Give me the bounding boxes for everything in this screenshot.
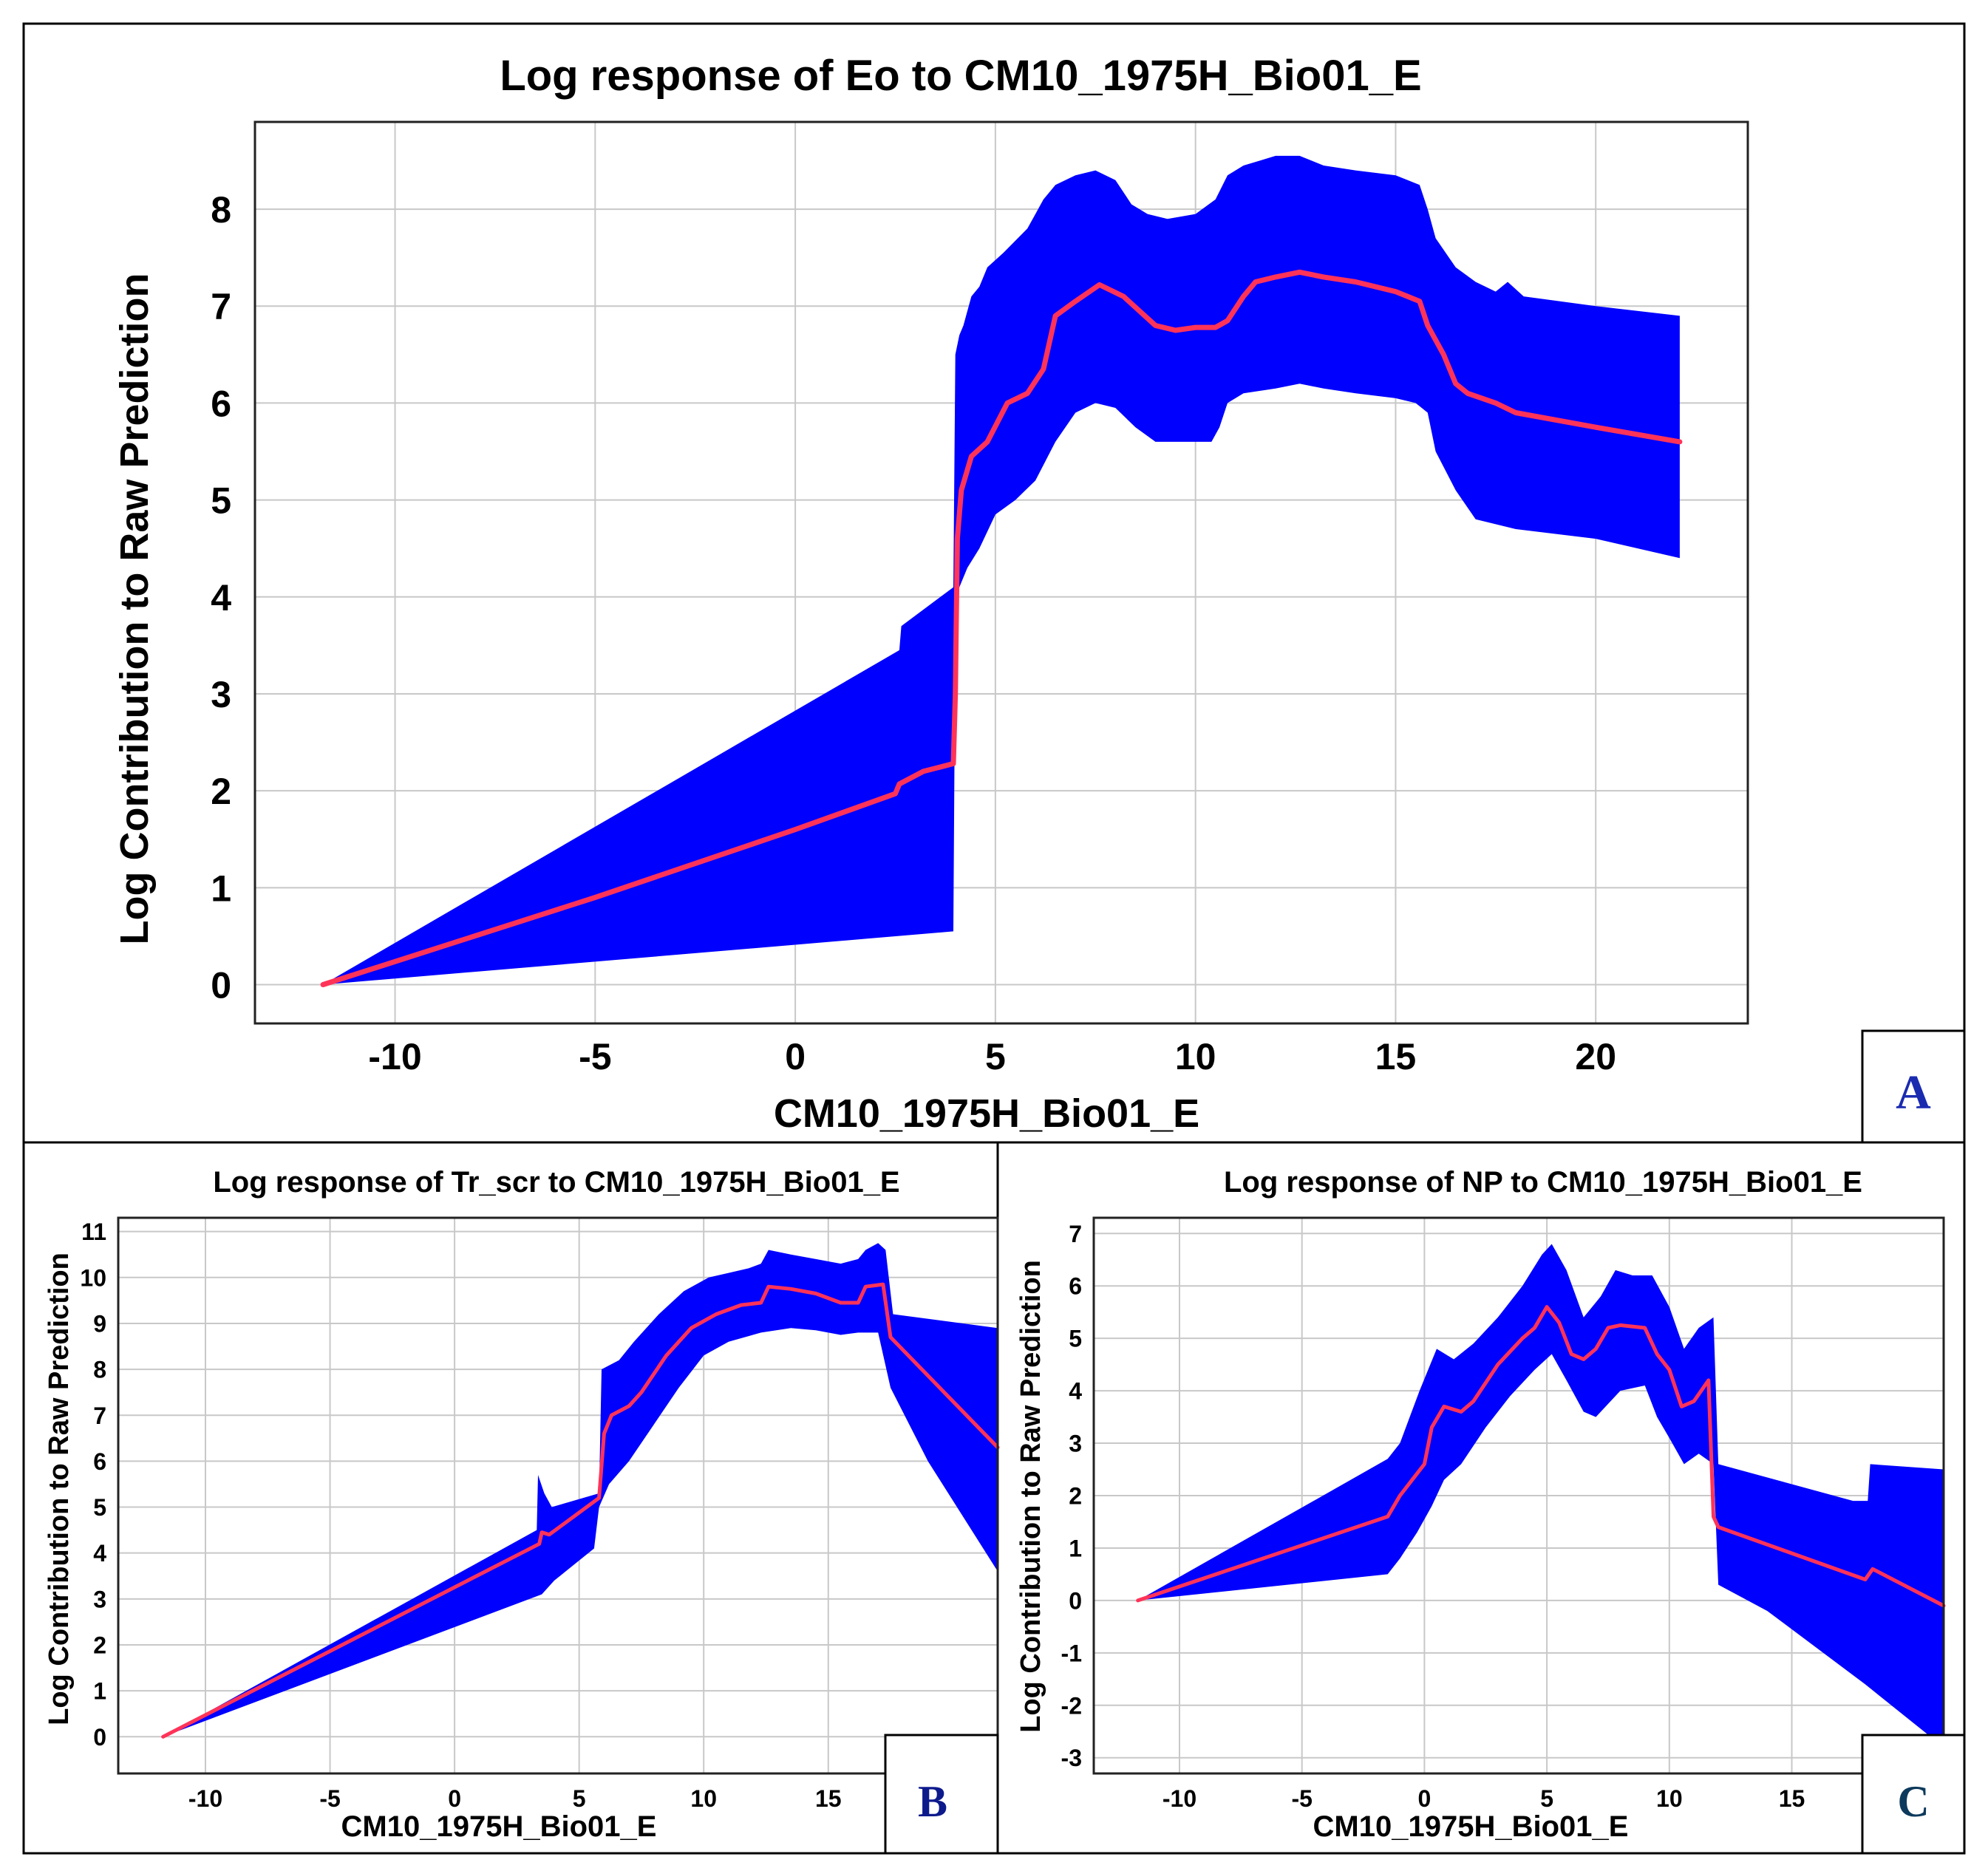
panel-b-xtick-label: 10 (690, 1785, 717, 1812)
panel-b-ytick-label: 3 (93, 1586, 106, 1612)
panel-c-xtick-label: 0 (1418, 1785, 1432, 1812)
panel-a-xtick-label: -10 (368, 1036, 421, 1077)
panel-c-label-box (1861, 1734, 1966, 1855)
panel-a-ytick-label: 8 (211, 189, 231, 231)
panel-a-ytick-label: 5 (211, 480, 231, 522)
panel-a-xtick-label: 15 (1375, 1036, 1417, 1077)
panel-c-ylabel: Log Contribution to Raw Prediction (1015, 1260, 1046, 1733)
panel-b-xtick-label: 15 (815, 1785, 842, 1812)
panel-b-plot-area (117, 1216, 999, 1775)
panel-b-ytick-label: 7 (93, 1403, 106, 1429)
panel-a-ytick-label: 4 (211, 577, 231, 618)
panel-a-ytick-label: 0 (211, 965, 231, 1006)
panel-c-ytick-label: 3 (1069, 1431, 1082, 1457)
panel-a-xtick-label: 5 (985, 1036, 1006, 1077)
panel-b-ylabel: Log Contribution to Raw Prediction (44, 1253, 75, 1725)
panel-c-ytick-label: 5 (1069, 1326, 1082, 1352)
panel-c-ytick-label: -2 (1061, 1692, 1082, 1719)
panel-b-ytick-label: 5 (93, 1494, 106, 1521)
panel-a-mean-line (320, 269, 1683, 987)
panel-c-xtick-label: -10 (1162, 1785, 1196, 1812)
panel-c-xtick-label: 10 (1656, 1785, 1683, 1812)
panel-a: Log response of Eo to CM10_1975H_Bio01_E… (112, 52, 1966, 1144)
panel-c-ytick-label: 2 (1069, 1483, 1082, 1510)
panel-b-ytick-label: 8 (93, 1357, 106, 1383)
panel-a-plot: -10 -5 0 5 10 15 20 0 1 2 3 4 5 6 7 8 (211, 120, 1749, 1077)
panel-c-xlabel: CM10_1975H_Bio01_E (1313, 1810, 1629, 1843)
panel-c-ytick-label: -1 (1061, 1640, 1082, 1666)
panel-a-ytick-label: 6 (211, 383, 231, 424)
panel-a-xlabel: CM10_1975H_Bio01_E (774, 1091, 1199, 1136)
panel-a-xtick-label: 20 (1575, 1036, 1616, 1077)
panel-c-ytick-label: -3 (1061, 1745, 1082, 1771)
panel-a-band-area (323, 155, 1680, 985)
panel-c-ytick-label: 7 (1069, 1221, 1082, 1247)
panel-c-title: Log response of NP to CM10_1975H_Bio01_E (1224, 1166, 1862, 1199)
panel-c-mean-line (1136, 1305, 1946, 1608)
panel-a-plot-area (253, 120, 1749, 1025)
panel-c-xtick-label: -5 (1291, 1785, 1312, 1812)
panel-c-ytick-label: 0 (1069, 1587, 1082, 1614)
panel-b-ytick-label: 4 (93, 1540, 106, 1567)
panel-a-label: A (1896, 1066, 1931, 1119)
panel-a-xtick-label: 10 (1175, 1036, 1216, 1077)
panel-b-ytick-label: 6 (93, 1448, 106, 1475)
panel-b: Log response of Tr_scr to CM10_1975H_Bio… (44, 1166, 1000, 1855)
panel-b-label-box (884, 1734, 999, 1855)
panel-c-xtick-label: 15 (1779, 1785, 1805, 1812)
panel-c-label: C (1897, 1777, 1929, 1826)
panel-b-xtick-label: 0 (448, 1785, 461, 1812)
panel-b-plot: -10 -5 0 5 10 15 0 1 2 3 4 5 6 7 8 9 10 11 (80, 1216, 1000, 1812)
panel-c-ytick-label: 1 (1069, 1535, 1082, 1561)
panel-b-title: Log response of Tr_scr to CM10_1975H_Bio… (213, 1166, 899, 1199)
panel-c: Log response of NP to CM10_1975H_Bio01_E… (1015, 1166, 1966, 1855)
panel-b-xtick-label: -5 (319, 1785, 340, 1812)
panel-a-ytick-label: 1 (211, 868, 231, 909)
panel-b-ytick-label: 2 (93, 1632, 106, 1659)
panel-b-ytick-label: 1 (93, 1678, 106, 1705)
panel-a-label-box (1861, 1029, 1966, 1144)
panel-c-plot-area (1092, 1216, 1945, 1775)
panel-c-band-area (1137, 1244, 1944, 1748)
panel-b-xtick-label: -10 (188, 1785, 222, 1812)
panel-a-xtick-label: 0 (785, 1036, 806, 1077)
panel-a-ytick-label: 7 (211, 286, 231, 327)
panel-c-xtick-label: 5 (1540, 1785, 1553, 1812)
panel-b-ytick-label: 9 (93, 1310, 106, 1337)
panel-a-ytick-label: 2 (211, 771, 231, 812)
panel-b-label: B (918, 1777, 947, 1826)
panel-c-ytick-label: 6 (1069, 1273, 1082, 1300)
panel-b-xlabel: CM10_1975H_Bio01_E (341, 1810, 657, 1843)
panel-b-ytick-label: 11 (81, 1219, 106, 1245)
panel-a-title: Log response of Eo to CM10_1975H_Bio01_E (500, 52, 1421, 100)
panel-a-ylabel: Log Contribution to Raw Prediction (112, 273, 157, 945)
panel-b-ytick-label: 0 (93, 1724, 106, 1751)
panel-a-xtick-label: -5 (579, 1036, 611, 1077)
panel-a-ytick-label: 3 (211, 674, 231, 715)
panel-c-ytick-label: 4 (1069, 1378, 1082, 1405)
panel-b-xtick-label: 5 (573, 1785, 586, 1812)
panel-b-mean-line (161, 1282, 1000, 1739)
panel-b-ytick-label: 10 (80, 1264, 106, 1291)
